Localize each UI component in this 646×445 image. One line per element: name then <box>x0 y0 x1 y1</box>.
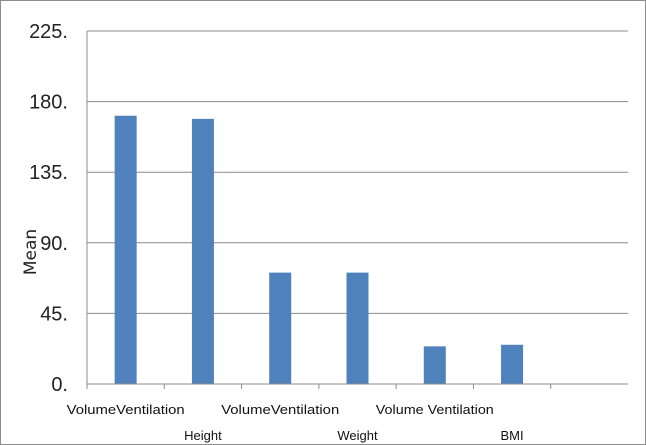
x-category-label: VolumeVentilation <box>67 402 185 417</box>
y-axis-label: Mean <box>21 229 41 275</box>
bar <box>191 118 214 384</box>
bars <box>114 115 524 384</box>
bar <box>346 272 369 384</box>
x-category-label: VolumeVentilation <box>221 402 339 417</box>
y-tick-label: 135. <box>29 162 68 184</box>
y-tick-label: 90. <box>40 233 68 255</box>
y-tick-label: 45. <box>40 303 68 325</box>
y-tick-label: 180. <box>29 92 68 114</box>
axes <box>86 31 628 389</box>
y-tick-label: 225. <box>29 21 68 43</box>
y-tick-label: 0. <box>51 374 68 396</box>
x-category-label: Volume Ventilation <box>376 402 494 417</box>
bar <box>114 115 137 384</box>
x-category-label: Height <box>184 428 222 443</box>
bar <box>423 346 446 384</box>
y-tick-labels: 0. 45. 90. 135. 180. 225. <box>29 21 68 396</box>
x-category-label: BMI <box>501 428 524 443</box>
bar <box>269 272 292 384</box>
x-category-labels: VolumeVentilation Height VolumeVentilation… <box>67 402 524 443</box>
x-category-label: Weight <box>337 428 378 443</box>
gridlines <box>87 30 628 314</box>
bar <box>501 344 524 384</box>
